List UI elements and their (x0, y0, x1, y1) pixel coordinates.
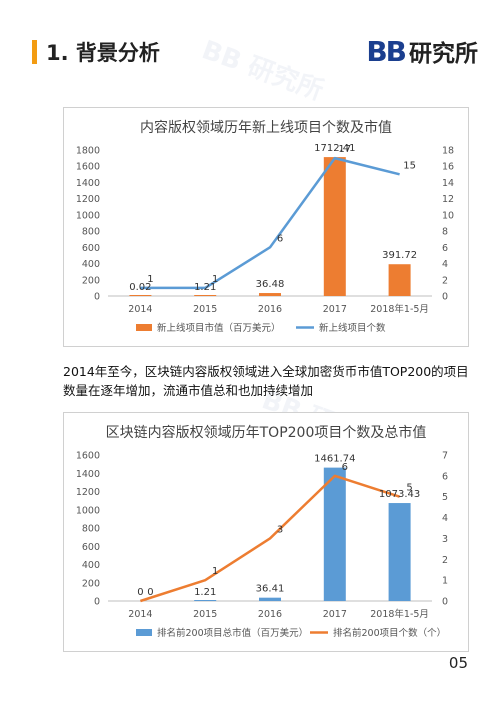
y-right-tick-label: 4 (442, 259, 448, 270)
bar-value-label: 36.41 (256, 584, 285, 595)
bar-value-label: 1073.43 (379, 489, 420, 500)
y-right-tick-label: 7 (442, 451, 448, 462)
x-tick-label: 2018年1-5月 (370, 608, 429, 620)
y-right-tick-label: 5 (442, 492, 448, 503)
x-tick-label: 2017 (323, 304, 347, 315)
chart-top200-projects: 区块链内容版权领域历年TOP200项目个数及总市值 0 200 400 600 800 10… (63, 412, 469, 652)
legend-line-label: 新上线项目个数 (319, 322, 386, 334)
bar-value-label: 1.21 (194, 282, 216, 293)
bar (388, 264, 411, 296)
y-left-tick-label: 1200 (76, 194, 100, 205)
y-left-tick-label: 200 (82, 578, 100, 589)
bar (259, 293, 281, 296)
line-value-label: 1 (212, 566, 218, 577)
x-tick-label: 2014 (128, 304, 152, 315)
y-left-tick-label: 1000 (76, 505, 100, 516)
bar (194, 295, 217, 296)
bar (388, 503, 411, 601)
y-left-tick-label: 1600 (76, 162, 100, 173)
y-right-tick-label: 18 (442, 146, 454, 157)
y-left-tick-label: 600 (82, 243, 100, 254)
y-left-tick-label: 200 (82, 275, 100, 286)
x-tick-label: 2017 (323, 609, 347, 620)
y-right-tick-label: 16 (442, 162, 454, 173)
bar-value-label: 1.21 (194, 587, 216, 598)
bar (259, 597, 281, 601)
y-left-tick-label: 1200 (76, 487, 100, 498)
logo-mark: BB (366, 34, 407, 68)
y-right-tick-label: 1 (442, 576, 448, 587)
x-tick-label: 2015 (193, 609, 217, 620)
bar-value-label: 391.72 (382, 250, 417, 261)
line-value-label: 1 (147, 274, 153, 285)
chart-top200-projects-svg: 区块链内容版权领域历年TOP200项目个数及总市值020040060080010… (76, 424, 448, 639)
x-tick-label: 2016 (258, 304, 282, 315)
line-value-label: 1 (212, 274, 218, 285)
y-left-tick-label: 1800 (76, 146, 100, 157)
line-value-label: 5 (406, 483, 412, 494)
chart-new-projects: 内容版权领域历年新上线项目个数及市值 0 200 400 600 800 1000 1200 1… (63, 107, 469, 347)
y-left-tick-label: 800 (82, 227, 100, 238)
bar-value-label: 0 (137, 587, 143, 598)
series-line (140, 156, 400, 290)
bar (194, 600, 217, 601)
y-right-tick-label: 12 (442, 194, 454, 205)
y-right-tick-label: 14 (442, 178, 454, 189)
y-left-tick-label: 800 (82, 524, 100, 535)
y-right-tick-label: 2 (442, 275, 448, 286)
y-right-tick-label: 6 (442, 471, 448, 482)
bar-value-label: 0.02 (129, 282, 151, 293)
line-value-label: 6 (342, 462, 348, 473)
line-value-label: 3 (277, 524, 283, 535)
bar (129, 295, 152, 296)
bar (323, 467, 346, 601)
y-left-tick-label: 1600 (76, 451, 100, 462)
line-value-label: 15 (403, 160, 416, 171)
y-right-tick-label: 3 (442, 534, 448, 545)
section-title: 1. 背景分析 (46, 41, 160, 65)
y-left-tick-label: 400 (82, 560, 100, 571)
y-left-tick-label: 0 (94, 597, 100, 608)
summary-paragraph: 2014年至今，区块链内容版权领域进入全球加密货币市值TOP200的项目数量在逐… (63, 364, 469, 398)
brand-logo: BB 研究所 (366, 34, 478, 68)
x-tick-label: 2015 (193, 304, 217, 315)
bar-value-label: 36.48 (256, 279, 285, 290)
x-tick-label: 2018年1-5月 (370, 303, 429, 315)
y-right-tick-label: 10 (442, 210, 454, 221)
y-right-tick-label: 4 (442, 513, 448, 524)
y-left-tick-label: 0 (94, 292, 100, 303)
legend-bar-swatch (136, 324, 152, 331)
x-tick-label: 2016 (258, 609, 282, 620)
line-value-label: 0 (147, 587, 153, 598)
series-line (140, 474, 400, 603)
bar-value-label: 1461.74 (314, 454, 355, 465)
legend-bar-swatch (136, 629, 152, 636)
y-right-tick-label: 0 (442, 292, 448, 303)
x-tick-label: 2014 (128, 609, 152, 620)
chart-new-projects-svg: 内容版权领域历年新上线项目个数及市值 0 200 400 600 800 1000 1200 1… (76, 119, 454, 334)
y-right-tick-label: 8 (442, 227, 448, 238)
y-right-tick-label: 0 (442, 597, 448, 608)
legend-bar-label: 新上线项目市值（百万美元） (157, 322, 281, 334)
bar (323, 157, 346, 296)
legend-bar-label: 排名前200项目总市值（百万美元） (157, 627, 308, 639)
y-left-tick-label: 400 (82, 259, 100, 270)
y-left-tick-label: 1400 (76, 178, 100, 189)
y-right-tick-label: 2 (442, 555, 448, 566)
chart-title: 内容版权领域历年新上线项目个数及市值 (140, 119, 392, 136)
section-accent-bar (32, 40, 37, 64)
y-left-tick-label: 1000 (76, 210, 100, 221)
line-value-label: 17 (338, 144, 351, 155)
legend-line-label: 排名前200项目个数（个） (333, 627, 446, 639)
logo-text: 研究所 (409, 41, 478, 67)
page-number: 05 (448, 654, 468, 672)
y-left-tick-label: 1400 (76, 469, 100, 480)
bar-value-label: 1712.41 (314, 143, 355, 154)
y-left-tick-label: 600 (82, 542, 100, 553)
y-right-tick-label: 6 (442, 243, 448, 254)
chart-title: 区块链内容版权领域历年TOP200项目个数及总市值 (106, 424, 427, 441)
line-value-label: 6 (277, 233, 283, 244)
